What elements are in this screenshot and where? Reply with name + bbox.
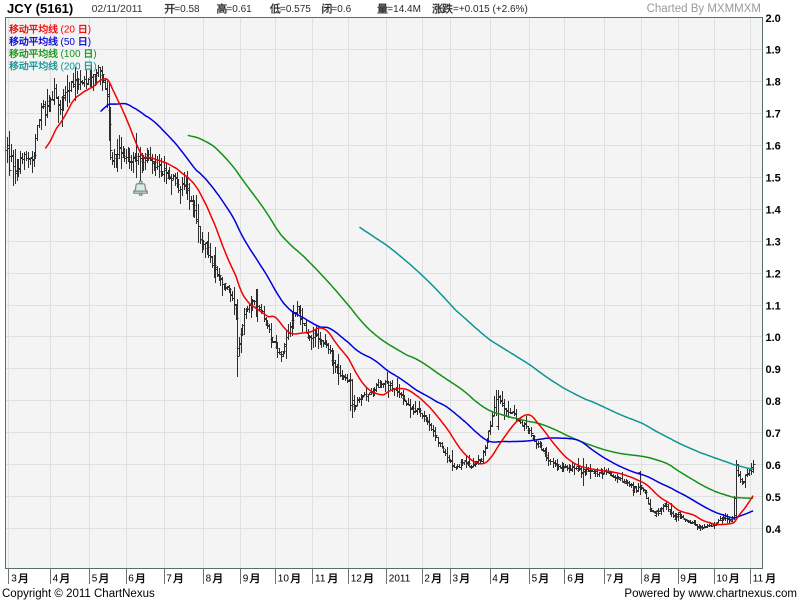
- svg-text:Powered by www.chartnexus.com: Powered by www.chartnexus.com: [624, 588, 797, 600]
- svg-text:1.3: 1.3: [766, 236, 781, 248]
- svg-text:=14.4M: =14.4M: [387, 4, 421, 15]
- svg-text:1.9: 1.9: [766, 45, 781, 57]
- svg-text:=0.6: =0.6: [331, 4, 351, 15]
- svg-text:0.6: 0.6: [766, 460, 781, 472]
- svg-text:1.5: 1.5: [766, 173, 781, 185]
- svg-text:2011: 2011: [389, 574, 411, 585]
- svg-text:1.2: 1.2: [766, 268, 781, 280]
- svg-text:1.7: 1.7: [766, 109, 781, 121]
- svg-text:10: 10: [278, 574, 290, 585]
- svg-text:): ): [88, 37, 91, 48]
- svg-text:6: 6: [567, 574, 573, 585]
- svg-text:0.5: 0.5: [766, 492, 781, 504]
- svg-text:7: 7: [606, 574, 612, 585]
- svg-text:(20: (20: [58, 25, 78, 36]
- svg-text:1.4: 1.4: [766, 204, 782, 216]
- svg-text:=0.61: =0.61: [226, 4, 252, 15]
- svg-text:1.6: 1.6: [766, 141, 781, 153]
- svg-text:JCY (5161): JCY (5161): [7, 1, 73, 16]
- svg-text:1.8: 1.8: [766, 77, 781, 89]
- svg-text:0.9: 0.9: [766, 364, 781, 376]
- svg-text:4: 4: [492, 574, 498, 585]
- svg-text:10: 10: [716, 574, 728, 585]
- svg-text:=+0.015 (+2.6%): =+0.015 (+2.6%): [453, 4, 528, 15]
- svg-text:5: 5: [532, 574, 538, 585]
- svg-text:(200: (200: [58, 61, 84, 72]
- svg-text:6: 6: [128, 574, 134, 585]
- svg-text:): ): [93, 49, 96, 60]
- svg-text:2.0: 2.0: [766, 13, 781, 25]
- svg-text:=0.58: =0.58: [174, 4, 200, 15]
- svg-text:12: 12: [351, 574, 363, 585]
- svg-text:1.1: 1.1: [766, 300, 781, 312]
- svg-text:Charted By MXMMXM: Charted By MXMMXM: [647, 3, 761, 15]
- svg-text:0.4: 0.4: [766, 524, 782, 536]
- svg-text:=0.575: =0.575: [280, 4, 311, 15]
- svg-text:8: 8: [206, 574, 212, 585]
- svg-text:11: 11: [753, 574, 764, 585]
- svg-text:5: 5: [92, 574, 98, 585]
- svg-text:): ): [93, 61, 96, 72]
- svg-text:): ): [88, 25, 91, 36]
- svg-text:4: 4: [53, 574, 59, 585]
- svg-text:9: 9: [680, 574, 686, 585]
- svg-text:0.8: 0.8: [766, 396, 781, 408]
- svg-text:11: 11: [315, 574, 326, 585]
- svg-text:(100: (100: [58, 49, 84, 60]
- svg-text:1.0: 1.0: [766, 332, 781, 344]
- svg-text:(50: (50: [58, 37, 78, 48]
- svg-text:8: 8: [644, 574, 650, 585]
- svg-text:Copyright © 2011 ChartNexus: Copyright © 2011 ChartNexus: [2, 588, 155, 600]
- svg-text:2: 2: [424, 574, 430, 585]
- svg-text:3: 3: [453, 574, 459, 585]
- svg-text:0.7: 0.7: [766, 428, 781, 440]
- svg-text:9: 9: [243, 574, 249, 585]
- svg-text:02/11/2011: 02/11/2011: [92, 3, 143, 15]
- svg-text:3: 3: [11, 574, 17, 585]
- svg-text:7: 7: [166, 574, 172, 585]
